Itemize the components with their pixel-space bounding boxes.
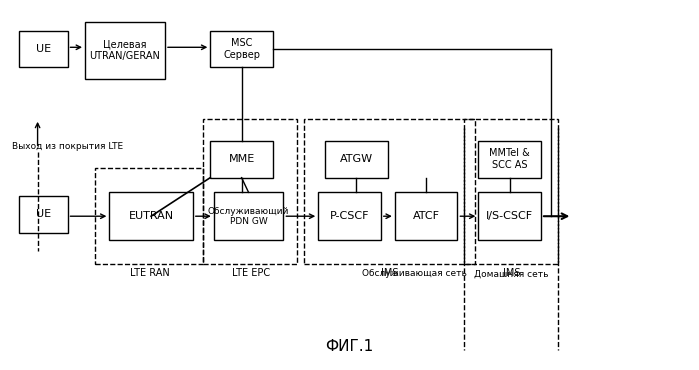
Text: LTE RAN: LTE RAN — [130, 268, 170, 278]
Text: MMTel &
SCC AS: MMTel & SCC AS — [489, 148, 530, 170]
FancyBboxPatch shape — [19, 31, 68, 67]
Text: LTE EPC: LTE EPC — [231, 268, 270, 278]
Text: IMS: IMS — [503, 268, 521, 278]
Text: Домашняя сеть: Домашняя сеть — [475, 269, 549, 279]
FancyBboxPatch shape — [85, 21, 165, 78]
Text: EUTRAN: EUTRAN — [129, 211, 173, 221]
Text: IMS: IMS — [381, 268, 398, 278]
FancyBboxPatch shape — [395, 192, 457, 240]
FancyBboxPatch shape — [478, 192, 541, 240]
Text: Выход из покрытия LTE: Выход из покрытия LTE — [12, 142, 123, 151]
Text: ATCF: ATCF — [412, 211, 440, 221]
Text: UE: UE — [36, 209, 51, 219]
FancyBboxPatch shape — [478, 141, 541, 178]
Text: MSC
Сервер: MSC Сервер — [223, 38, 260, 60]
FancyBboxPatch shape — [325, 141, 388, 178]
Text: Обслуживающий
PDN GW: Обслуживающий PDN GW — [208, 206, 289, 226]
Text: Целевая
UTRAN/GERAN: Целевая UTRAN/GERAN — [89, 39, 160, 61]
FancyBboxPatch shape — [214, 192, 283, 240]
Text: ATGW: ATGW — [340, 154, 373, 164]
Text: MME: MME — [229, 154, 254, 164]
Text: ФИГ.1: ФИГ.1 — [325, 339, 374, 354]
FancyBboxPatch shape — [318, 192, 381, 240]
Text: I/S-CSCF: I/S-CSCF — [486, 211, 533, 221]
Text: UE: UE — [36, 44, 51, 54]
FancyBboxPatch shape — [109, 192, 193, 240]
Text: P-CSCF: P-CSCF — [330, 211, 369, 221]
FancyBboxPatch shape — [210, 31, 273, 67]
FancyBboxPatch shape — [19, 196, 68, 233]
FancyBboxPatch shape — [210, 141, 273, 178]
Text: Обслуживающая сеть: Обслуживающая сеть — [362, 269, 467, 279]
